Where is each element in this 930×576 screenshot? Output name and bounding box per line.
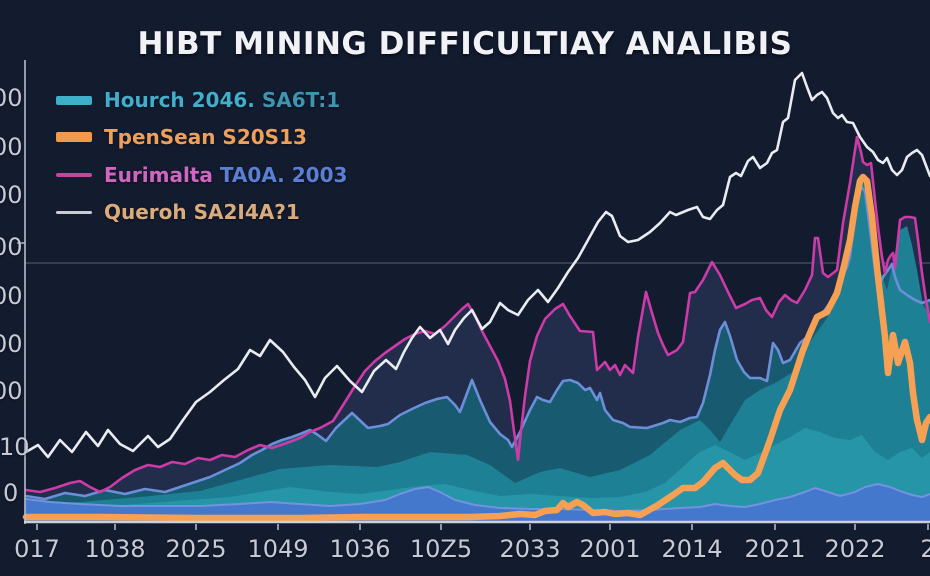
area-blue-band — [25, 484, 930, 521]
series-line-queroh-white — [24, 71, 930, 459]
area-mid-teal — [25, 177, 930, 521]
series-line-eurimalta-magenta — [24, 135, 930, 494]
chart-title: HIBT MINING DIFFICULTIAY ANALIBIS — [137, 26, 793, 62]
series-line-tpensean-orange — [22, 173, 930, 522]
area-light-teal — [25, 428, 930, 521]
